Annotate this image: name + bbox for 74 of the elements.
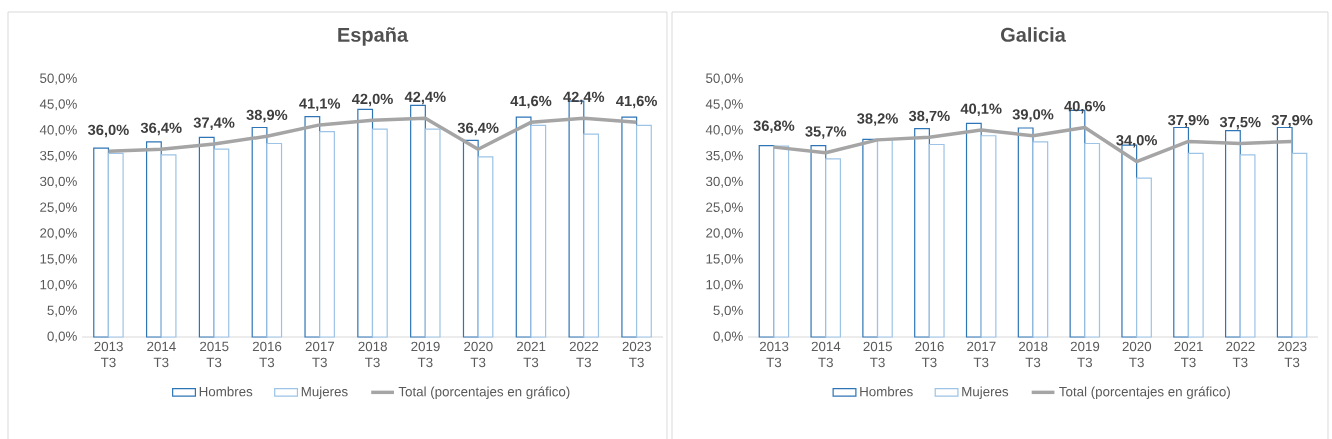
x-tick-label: 2020 T3 bbox=[464, 341, 493, 368]
data-label: 37,9% bbox=[1271, 114, 1313, 128]
y-tick-label: 20,0% bbox=[706, 228, 743, 240]
data-label: 38,7% bbox=[908, 110, 950, 124]
y-tick-label: 30,0% bbox=[705, 176, 743, 188]
data-label: 39,0% bbox=[1012, 109, 1054, 122]
data-label: 37,5% bbox=[1219, 116, 1261, 130]
data-label: 38,2% bbox=[857, 113, 898, 126]
x-tick-label: 2018 T3 bbox=[358, 341, 387, 368]
data-label: 37,4% bbox=[193, 117, 235, 130]
y-tick-label: 30,0% bbox=[40, 176, 77, 188]
legend-label: Mujeres bbox=[301, 386, 348, 399]
y-tick-label: 35,0% bbox=[705, 150, 743, 162]
data-label: 42,4% bbox=[563, 91, 605, 105]
y-tick-label: 15,0% bbox=[706, 254, 743, 266]
legend-label: Total (porcentajes en gráfico) bbox=[1059, 386, 1230, 400]
x-tick-label: 2017 T3 bbox=[305, 341, 335, 368]
y-tick-label: 0,0% bbox=[713, 331, 743, 343]
data-label: 36,4% bbox=[140, 122, 182, 136]
x-tick-label: 2022 T3 bbox=[1226, 341, 1255, 368]
y-tick-label: 40,0% bbox=[39, 125, 77, 137]
y-tick-label: 25,0% bbox=[706, 202, 743, 214]
x-tick-label: 2014 T3 bbox=[811, 341, 841, 368]
data-label: 41,6% bbox=[510, 95, 552, 109]
data-label: 36,4% bbox=[457, 122, 499, 136]
legend-label: Mujeres bbox=[962, 386, 1009, 399]
data-label: 42,0% bbox=[351, 93, 393, 107]
x-tick-label: 2013 T3 bbox=[759, 341, 789, 368]
y-tick-label: 45,0% bbox=[705, 99, 743, 111]
x-tick-label: 2015 T3 bbox=[863, 341, 892, 368]
x-tick-label: 2023 T3 bbox=[622, 341, 652, 368]
data-label: 36,8% bbox=[753, 120, 795, 134]
data-label: 40,1% bbox=[960, 103, 1002, 117]
y-tick-label: 25,0% bbox=[40, 202, 77, 214]
y-tick-label: 5,0% bbox=[713, 305, 743, 317]
data-label: 41,6% bbox=[616, 95, 657, 109]
y-tick-label: 20,0% bbox=[40, 228, 77, 240]
x-tick-label: 2021 T3 bbox=[1174, 341, 1203, 368]
y-tick-label: 0,0% bbox=[47, 331, 77, 343]
legend-label: Hombres bbox=[199, 386, 253, 397]
x-tick-label: 2013 T3 bbox=[94, 341, 123, 368]
chart-title: España bbox=[338, 27, 409, 46]
y-tick-label: 10,0% bbox=[40, 279, 77, 291]
data-label: 37,9% bbox=[1167, 114, 1209, 128]
data-label: 38,9% bbox=[246, 109, 288, 123]
x-tick-label: 2017 T3 bbox=[967, 341, 996, 368]
data-label: 36,0% bbox=[87, 124, 129, 138]
y-tick-label: 40,0% bbox=[705, 125, 743, 137]
y-tick-label: 45,0% bbox=[39, 99, 77, 111]
x-tick-label: 2021 T3 bbox=[516, 341, 546, 368]
x-tick-label: 2016 T3 bbox=[915, 341, 944, 368]
y-tick-label: 50,0% bbox=[40, 73, 77, 85]
x-tick-label: 2014 T3 bbox=[147, 341, 176, 368]
x-tick-label: 2020 T3 bbox=[1122, 341, 1152, 368]
data-label: 35,7% bbox=[805, 126, 847, 139]
x-tick-label: 2016 T3 bbox=[252, 341, 282, 368]
legend-label: Hombres bbox=[860, 386, 913, 397]
legend-label: Total (porcentajes en gráfico) bbox=[398, 386, 570, 400]
y-tick-label: 35,0% bbox=[40, 150, 77, 162]
x-tick-label: 2019 T3 bbox=[411, 341, 440, 368]
x-tick-label: 2015 T3 bbox=[200, 341, 229, 368]
y-tick-label: 50,0% bbox=[706, 73, 743, 85]
data-label: 40,6% bbox=[1064, 100, 1106, 114]
x-tick-label: 2023 T3 bbox=[1278, 341, 1307, 368]
x-tick-label: 2022 T3 bbox=[569, 341, 599, 368]
y-tick-label: 5,0% bbox=[47, 305, 77, 317]
data-label: 34,0% bbox=[1116, 135, 1158, 148]
x-tick-label: 2019 T3 bbox=[1070, 341, 1100, 368]
x-tick-label: 2018 T3 bbox=[1019, 341, 1048, 368]
y-tick-label: 15,0% bbox=[40, 254, 77, 266]
data-label: 42,4% bbox=[404, 91, 446, 105]
y-tick-label: 10,0% bbox=[706, 279, 743, 291]
chart-title: Galicia bbox=[1001, 27, 1066, 42]
data-label: 41,1% bbox=[299, 98, 341, 111]
